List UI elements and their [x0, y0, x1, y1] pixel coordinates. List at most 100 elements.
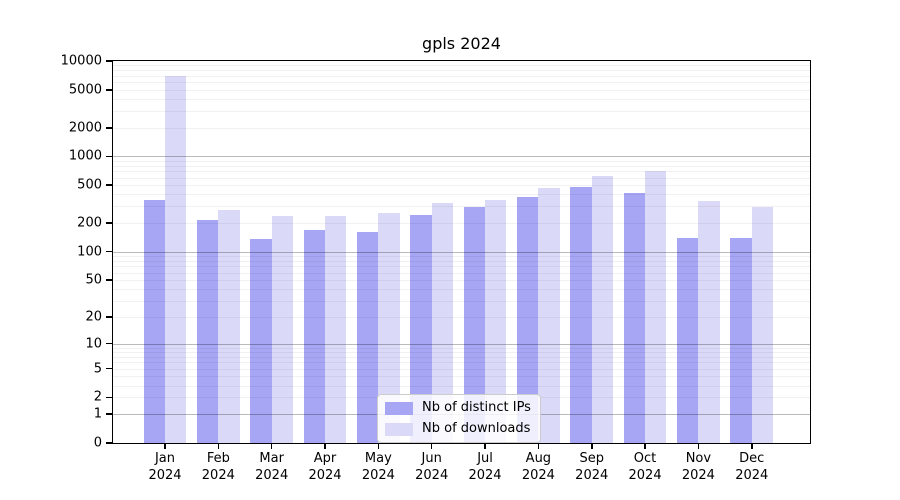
x-tick-label-mar: Mar 2024	[255, 451, 289, 483]
x-tick-label-jul: Jul 2024	[468, 451, 502, 483]
minor-gridline-90	[113, 255, 810, 257]
y-tick-label-20: 20	[85, 309, 102, 325]
x-tick-jul	[484, 443, 486, 449]
chart-title: gpls 2024	[422, 34, 501, 53]
bar-mar-downloads	[271, 215, 293, 443]
x-tick-oct	[644, 443, 646, 449]
x-tick-jan	[164, 443, 166, 449]
x-tick-label-dec: Dec 2024	[735, 451, 769, 483]
bar-may-downloads	[378, 213, 400, 443]
bar-oct-downloads	[645, 170, 667, 443]
bar-nov-downloads	[698, 201, 720, 443]
x-tick-sep	[590, 443, 593, 449]
bar-nov-ips	[677, 238, 699, 443]
y-tick-10000	[106, 60, 112, 62]
bar-jan-ips	[143, 199, 165, 443]
minor-gridline-30	[113, 300, 810, 302]
y-tick-2	[106, 396, 112, 399]
y-tick-0	[106, 442, 112, 444]
x-tick-apr	[324, 443, 326, 449]
y-tick-2000	[106, 126, 112, 129]
major-gridline-100	[113, 251, 810, 253]
y-tick-1000	[106, 155, 112, 158]
minor-gridline-300	[113, 206, 810, 208]
x-tick-jun	[430, 443, 433, 449]
y-tick-500	[106, 184, 112, 186]
y-tick-label-2000: 2000	[68, 120, 102, 136]
minor-gridline-20	[113, 316, 810, 318]
y-tick-label-2: 2	[93, 389, 102, 405]
bar-oct-ips	[623, 192, 646, 443]
legend-swatch-ips	[385, 401, 413, 415]
x-tick-label-nov: Nov 2024	[681, 451, 715, 483]
x-tick-label-aug: Aug 2024	[521, 451, 555, 483]
y-tick-label-10: 10	[85, 336, 102, 352]
bar-jun-ips	[410, 214, 432, 443]
y-tick-1	[106, 413, 112, 416]
minor-gridline-60	[113, 272, 810, 274]
bar-mar-ips	[250, 239, 272, 443]
y-tick-5000	[106, 88, 112, 91]
x-tick-label-jun: Jun 2024	[415, 451, 449, 483]
y-tick-50	[106, 279, 112, 281]
minor-gridline-6000	[113, 82, 810, 84]
major-gridline-1000	[113, 156, 810, 158]
minor-gridline-3	[113, 385, 810, 387]
x-tick-dec	[750, 443, 753, 449]
bar-apr-downloads	[325, 215, 347, 443]
minor-gridline-40	[113, 288, 810, 290]
bar-dec-ips	[730, 237, 752, 443]
minor-gridline-9	[113, 347, 810, 349]
legend: Nb of distinct IPs Nb of downloads	[377, 394, 541, 443]
minor-gridline-900	[113, 160, 810, 162]
y-tick-label-5000: 5000	[68, 82, 102, 98]
y-tick-label-50: 50	[85, 272, 102, 288]
plot-area	[113, 61, 810, 443]
bar-feb-downloads	[218, 209, 240, 443]
minor-gridline-80	[113, 260, 810, 262]
y-tick-200	[106, 222, 112, 224]
x-tick-feb	[217, 443, 220, 449]
x-tick-mar	[270, 443, 273, 449]
minor-gridline-4000	[113, 98, 810, 100]
legend-label-downloads: Nb of downloads	[422, 421, 531, 436]
minor-gridline-6	[113, 362, 810, 364]
minor-gridline-3000	[113, 110, 810, 112]
y-tick-label-200: 200	[77, 215, 102, 231]
bar-jun-downloads	[431, 202, 453, 443]
bar-jul-ips	[463, 206, 486, 443]
bar-sep-downloads	[591, 176, 614, 443]
legend-label-ips: Nb of distinct IPs	[422, 400, 531, 415]
minor-gridline-7	[113, 356, 810, 358]
bar-jan-downloads	[165, 76, 187, 443]
grid-layer	[113, 61, 810, 443]
minor-gridline-5000	[113, 89, 810, 91]
minor-gridline-70	[113, 266, 810, 268]
minor-gridline-9000	[113, 65, 810, 67]
y-tick-label-500: 500	[77, 177, 102, 193]
x-tick-nov	[697, 443, 700, 449]
minor-gridline-5	[113, 368, 810, 370]
y-tick-label-1: 1	[93, 406, 102, 422]
x-tick-label-feb: Feb 2024	[201, 451, 235, 483]
y-tick-label-10000: 10000	[60, 53, 102, 69]
legend-row-ips: Nb of distinct IPs	[385, 400, 531, 416]
minor-gridline-4	[113, 376, 810, 378]
minor-gridline-400	[113, 194, 810, 196]
x-tick-label-may: May 2024	[361, 451, 395, 483]
major-gridline-10	[113, 343, 810, 345]
y-tick-label-0: 0	[93, 435, 102, 451]
legend-row-downloads: Nb of downloads	[385, 421, 531, 437]
x-tick-label-oct: Oct 2024	[628, 451, 662, 483]
y-tick-label-1000: 1000	[68, 148, 102, 164]
minor-gridline-2000	[113, 127, 810, 129]
y-tick-5	[106, 367, 112, 370]
bar-may-ips	[357, 232, 379, 443]
minor-gridline-7000	[113, 75, 810, 77]
minor-gridline-700	[113, 171, 810, 173]
bar-dec-downloads	[751, 206, 774, 443]
y-tick-label-100: 100	[77, 244, 102, 260]
y-tick-10	[106, 342, 112, 345]
y-tick-label-5: 5	[93, 361, 102, 377]
